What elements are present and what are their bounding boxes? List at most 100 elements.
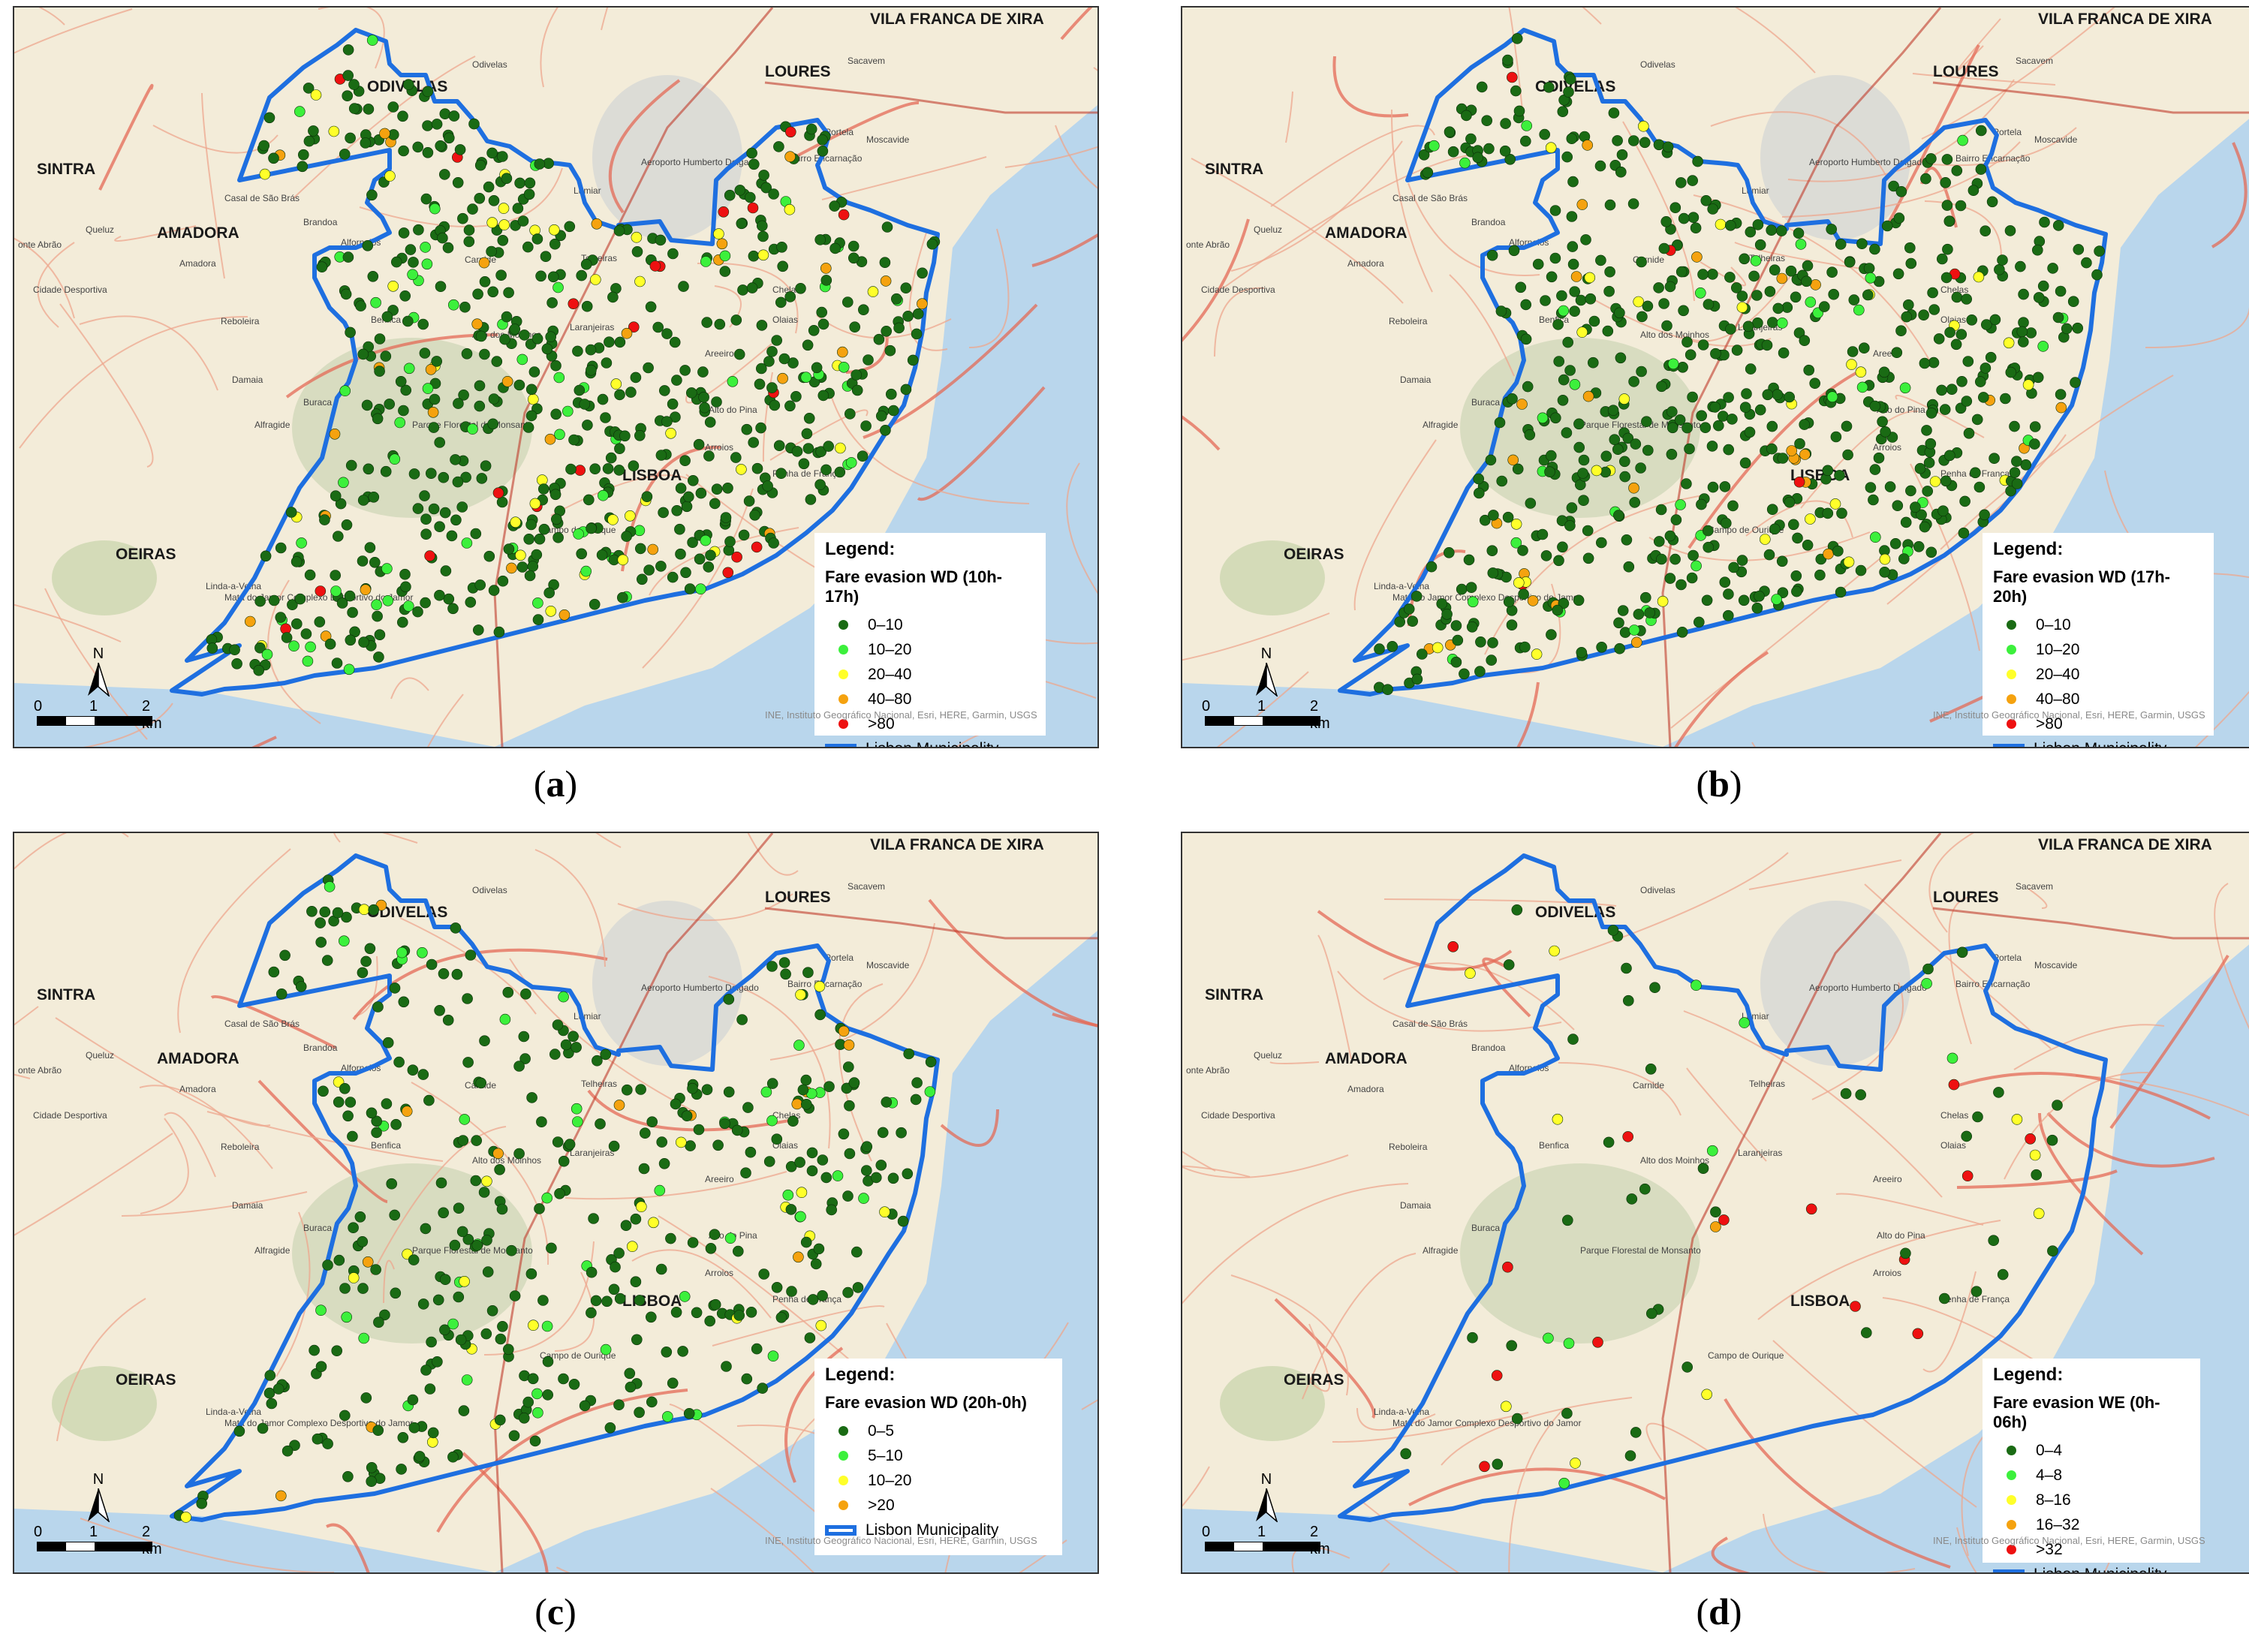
station-point [773, 141, 784, 152]
station-point [1869, 531, 1881, 543]
station-point [757, 230, 769, 242]
station-point [655, 1263, 667, 1275]
station-point [716, 238, 728, 250]
station-point [1751, 290, 1763, 301]
station-point [614, 1292, 626, 1304]
scale-label: 0 [34, 1524, 43, 1540]
road [1688, 369, 1862, 549]
station-point [1622, 995, 1634, 1007]
legend-swatch [2007, 719, 2016, 729]
station-point [591, 218, 603, 230]
station-point [800, 1236, 812, 1248]
jamor-park [52, 540, 157, 615]
station-point [1576, 199, 1588, 210]
station-point [1850, 1301, 1861, 1312]
station-point [1929, 476, 1941, 487]
station-point [1814, 569, 1826, 581]
station-point [1899, 382, 1911, 394]
station-point [331, 657, 343, 669]
station-point [683, 1407, 695, 1419]
station-point [1492, 1458, 1504, 1470]
station-point [675, 1136, 687, 1148]
road [1745, 500, 1853, 538]
station-point [1943, 450, 1955, 462]
station-point [1709, 402, 1721, 413]
station-point [742, 1102, 754, 1113]
station-point [667, 571, 679, 583]
station-point [1723, 444, 1735, 456]
airport-area [1760, 75, 1910, 240]
station-point [1503, 959, 1515, 970]
station-point [602, 463, 614, 474]
station-point [363, 463, 375, 475]
station-point [486, 1304, 498, 1316]
station-point [1739, 253, 1751, 265]
station-point [553, 372, 565, 384]
place-label-telheiras: Telheiras [581, 1079, 617, 1089]
station-point [2022, 379, 2034, 391]
station-point [1775, 225, 1787, 236]
north-arrow-icon: N [83, 1471, 113, 1526]
station-point [374, 366, 385, 377]
station-point [588, 1213, 599, 1224]
station-point [413, 224, 424, 236]
station-point [396, 946, 408, 958]
station-point [400, 384, 412, 396]
station-point [1769, 264, 1781, 276]
station-point [474, 400, 486, 412]
road [1182, 612, 1330, 661]
station-point [361, 399, 373, 411]
station-point [1863, 263, 1875, 274]
station-point [1697, 269, 1709, 280]
station-point [1557, 106, 1569, 117]
scale-segment [1263, 1542, 1320, 1551]
station-point [1465, 582, 1477, 594]
station-point [333, 1096, 345, 1108]
legend-swatch [2007, 1520, 2016, 1530]
station-point [1592, 1336, 1603, 1348]
station-point [400, 581, 411, 593]
station-point [718, 206, 730, 218]
station-point [1799, 419, 1811, 430]
station-point [694, 553, 706, 565]
station-point [1543, 82, 1555, 93]
station-point [1569, 286, 1581, 297]
station-point [318, 1085, 329, 1097]
station-point [1496, 475, 1508, 487]
station-point [417, 318, 429, 330]
main-road [1661, 833, 1942, 1572]
station-point [816, 306, 827, 318]
station-point [817, 390, 829, 402]
station-point [462, 1057, 474, 1068]
station-point [1628, 376, 1639, 387]
station-point [1639, 137, 1651, 149]
station-point [2018, 317, 2029, 329]
station-point [724, 1232, 736, 1244]
station-point [480, 1328, 492, 1340]
station-point [453, 398, 464, 409]
station-point [851, 369, 862, 381]
station-point [1922, 486, 1934, 497]
station-point [614, 389, 625, 401]
station-point [790, 390, 802, 402]
station-point [345, 326, 356, 339]
station-point [879, 1206, 890, 1218]
station-point [1558, 374, 1570, 386]
station-point [1669, 553, 1681, 565]
station-point [390, 256, 402, 268]
road [601, 8, 609, 31]
station-point [1644, 607, 1656, 618]
station-point [331, 1345, 343, 1357]
station-point [1485, 454, 1497, 466]
station-point [1738, 594, 1750, 606]
station-point [1778, 347, 1790, 359]
station-point [456, 1226, 468, 1238]
scale-segment [1206, 717, 1234, 725]
boundary-symbol [825, 1525, 857, 1536]
station-point [773, 440, 785, 452]
station-point [371, 599, 382, 611]
road [56, 1298, 146, 1442]
road [1182, 1151, 1216, 1172]
station-point [544, 433, 556, 445]
